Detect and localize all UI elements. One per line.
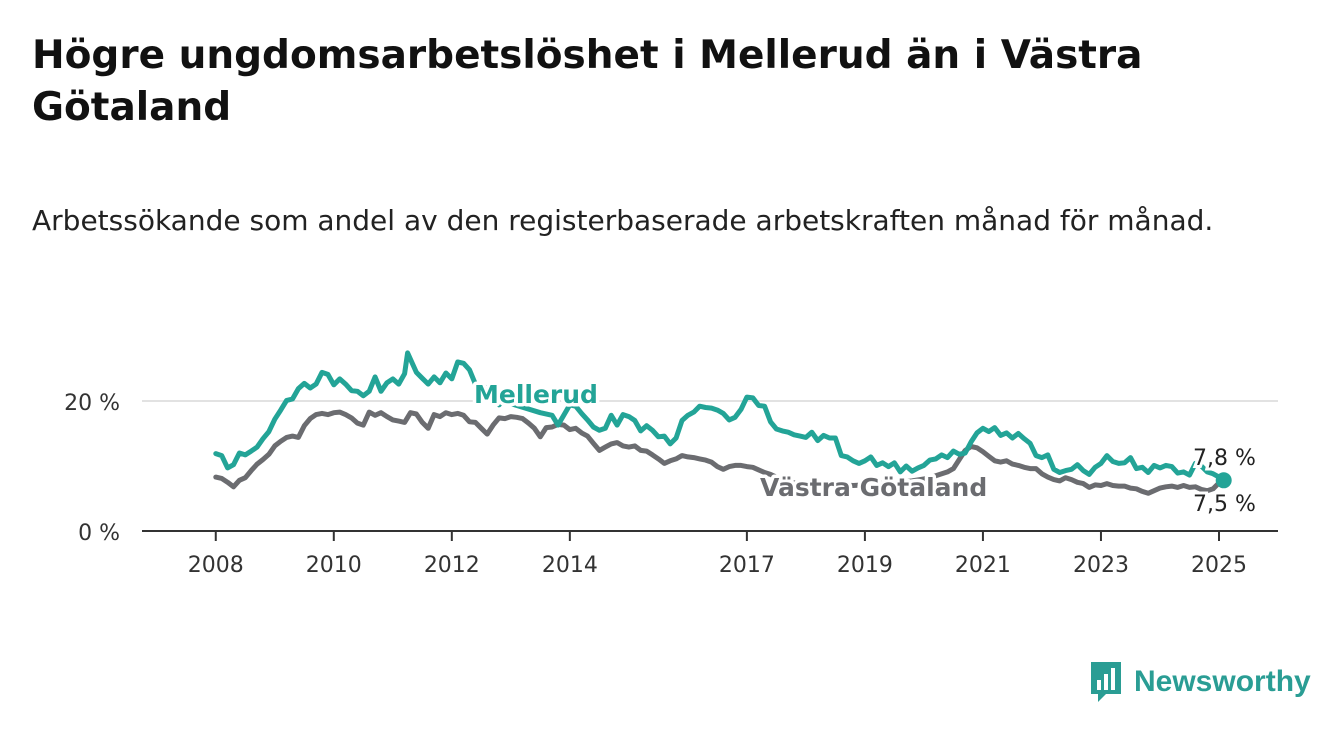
x-tick-label: 2008 bbox=[188, 553, 244, 578]
chart-title: Högre ungdomsarbetslöshet i Mellerud än … bbox=[32, 33, 1143, 130]
series-label-mellerud: Mellerud bbox=[474, 380, 598, 409]
x-tick-label: 2017 bbox=[719, 553, 775, 578]
series-line-mellerud bbox=[213, 350, 1227, 483]
bar-chart-speech-bubble-icon bbox=[1091, 662, 1121, 702]
series-label-vastra-gotaland: Västra Götaland bbox=[760, 473, 987, 502]
x-tick-label: 2012 bbox=[424, 553, 480, 578]
x-tick-label: 2021 bbox=[955, 553, 1011, 578]
end-value-mellerud: 7,8 % bbox=[1193, 446, 1256, 471]
y-tick-label: 20 % bbox=[64, 391, 120, 416]
newsworthy-logo[interactable]: Newsworthy bbox=[1088, 660, 1311, 704]
end-value-vastra-gotaland: 7,5 % bbox=[1193, 492, 1256, 517]
x-tick-label: 2023 bbox=[1073, 553, 1129, 578]
x-tick-label: 2010 bbox=[306, 553, 362, 578]
brand-name: Newsworthy bbox=[1134, 665, 1311, 698]
y-tick-label: 0 % bbox=[78, 521, 120, 546]
x-tick-label: 2014 bbox=[542, 553, 598, 578]
endpoint-dot bbox=[1215, 472, 1232, 489]
chart-subtitle: Arbetssökande som andel av den registerb… bbox=[32, 204, 1214, 237]
x-tick-label: 2025 bbox=[1191, 553, 1247, 578]
series-line-vastra-gotaland bbox=[213, 409, 1227, 496]
line-chart: 0 % 20 % 2008 2010 2012 2014 2017 2019 2021 2023 2… bbox=[64, 350, 1278, 578]
x-tick-label: 2019 bbox=[837, 553, 893, 578]
